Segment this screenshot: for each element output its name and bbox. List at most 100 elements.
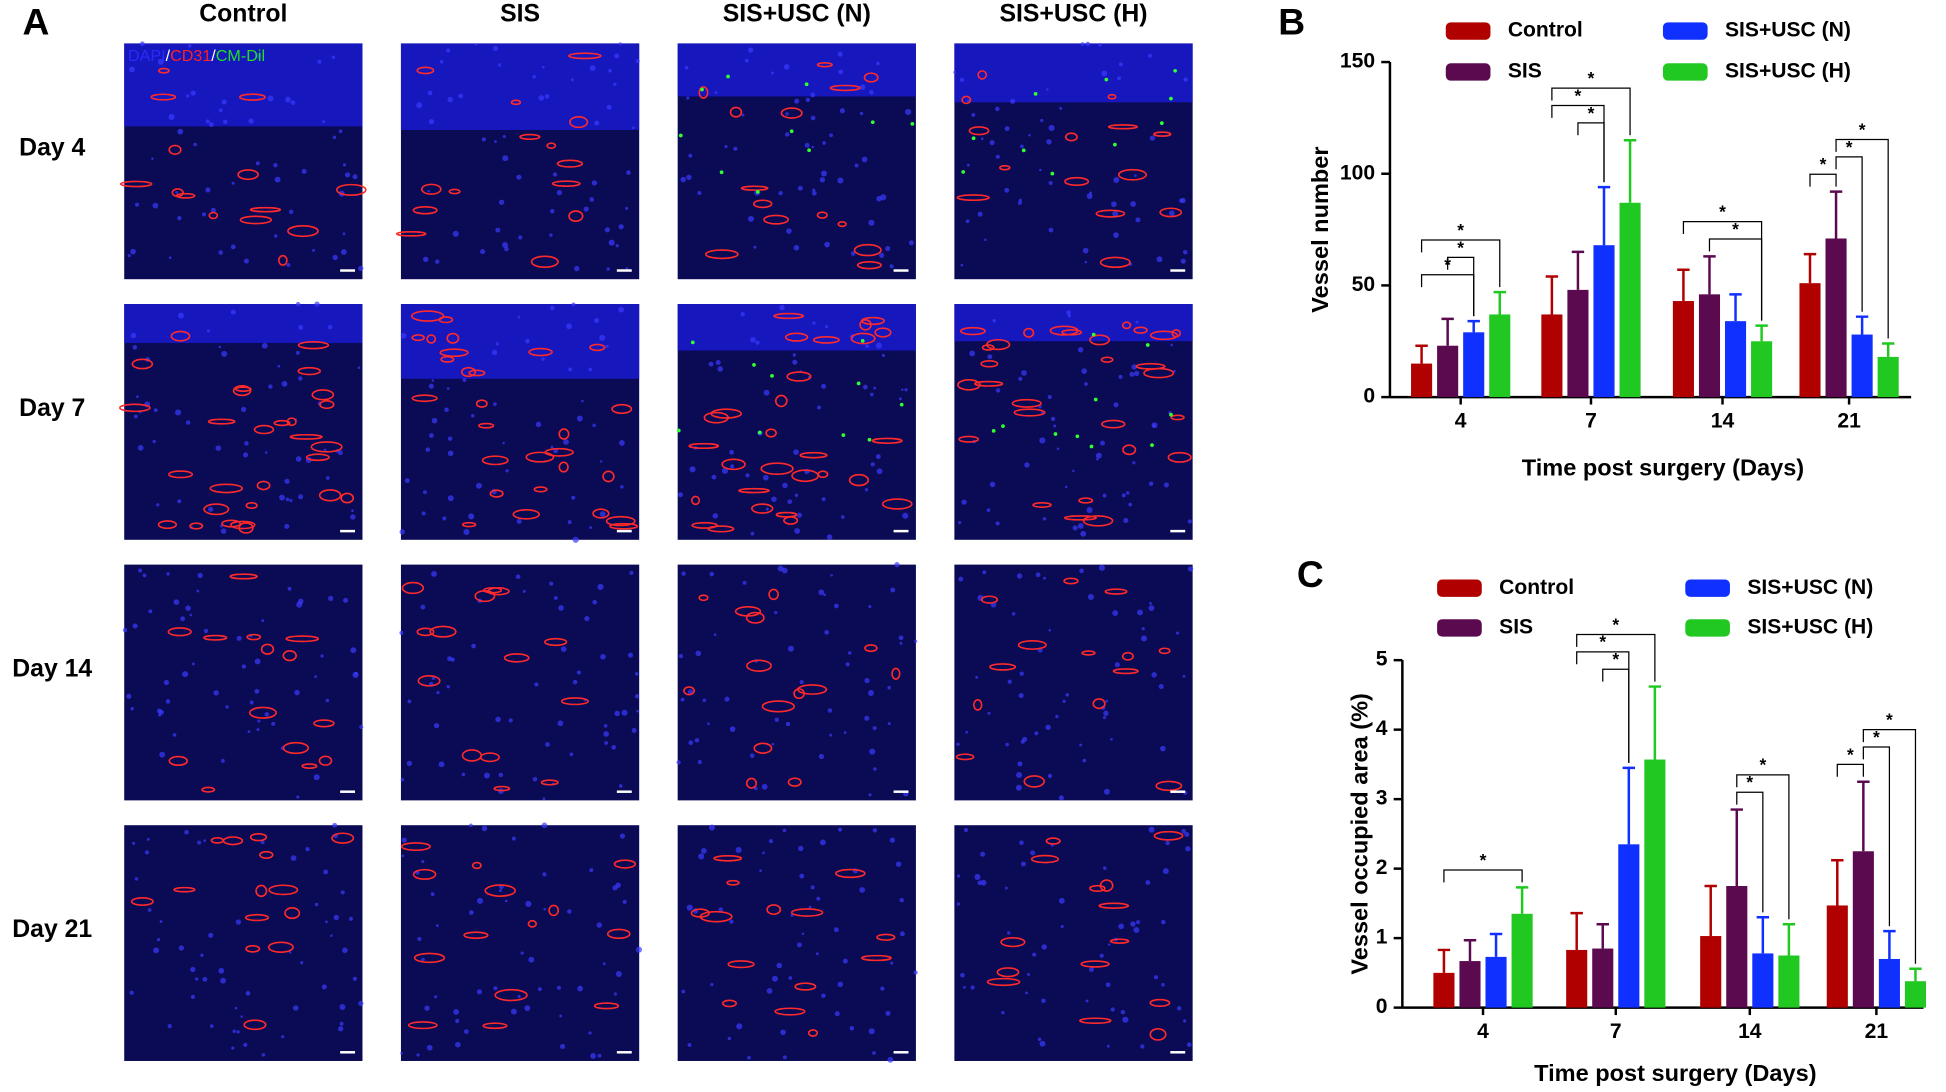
- nucleus: [167, 1023, 172, 1029]
- row-label: Day 7: [19, 395, 85, 422]
- nucleus: [618, 42, 622, 46]
- nucleus: [963, 827, 969, 833]
- significance-label: *: [1612, 614, 1619, 634]
- nucleus: [631, 727, 637, 733]
- nucleus: [864, 488, 869, 492]
- nucleus: [1175, 631, 1180, 635]
- nucleus: [603, 724, 608, 728]
- nucleus: [191, 662, 195, 666]
- vessel: [602, 470, 615, 483]
- nucleus: [427, 189, 431, 193]
- nucleus: [417, 936, 422, 942]
- nucleus: [1110, 737, 1113, 741]
- nucleus: [1113, 402, 1119, 408]
- significance-bracket: [1577, 122, 1605, 183]
- nucleus: [175, 191, 179, 195]
- vessel: [461, 749, 483, 762]
- nucleus: [859, 84, 866, 90]
- nucleus: [1118, 374, 1123, 379]
- nucleus: [822, 141, 826, 145]
- nucleus: [1035, 572, 1041, 578]
- legend-label: Control: [1499, 576, 1574, 599]
- significance-bracket: [1420, 274, 1475, 317]
- cell-label: [856, 381, 861, 386]
- nucleus: [1141, 627, 1145, 631]
- nucleus: [245, 991, 251, 996]
- nucleus: [1001, 1011, 1005, 1015]
- nucleus: [615, 244, 619, 248]
- nucleus: [748, 215, 754, 222]
- bar: [1851, 334, 1873, 398]
- vessel: [766, 904, 782, 916]
- nucleus: [869, 748, 876, 755]
- nucleus: [868, 1028, 875, 1035]
- nucleus: [524, 1005, 531, 1012]
- nucleus: [1182, 249, 1188, 255]
- nucleus: [156, 938, 161, 942]
- nucleus: [989, 481, 996, 488]
- nucleus: [592, 423, 596, 428]
- vessel: [157, 520, 178, 530]
- nucleus: [163, 679, 170, 686]
- nucleus: [995, 106, 1000, 112]
- nucleus: [1037, 1037, 1042, 1041]
- vessel: [318, 489, 342, 502]
- nucleus: [594, 317, 600, 324]
- nucleus: [220, 977, 227, 984]
- nucleus: [701, 848, 707, 854]
- nucleus: [698, 853, 705, 860]
- nucleus: [1185, 846, 1191, 852]
- vessel: [297, 366, 321, 376]
- vessel: [1155, 780, 1183, 792]
- nucleus: [1039, 168, 1042, 172]
- vessel: [221, 519, 242, 528]
- nucleus: [332, 135, 337, 140]
- vessel: [710, 408, 743, 419]
- vessel: [530, 255, 559, 269]
- legend-swatch: [1437, 619, 1482, 637]
- vessel: [208, 211, 219, 220]
- nucleus: [474, 43, 478, 46]
- nucleus: [446, 387, 450, 390]
- error-bar: [1623, 138, 1637, 203]
- nucleus: [960, 972, 965, 978]
- nucleus: [430, 892, 435, 897]
- nucleus: [298, 494, 304, 500]
- nucleus: [729, 449, 735, 455]
- legend-swatch: [1685, 579, 1730, 597]
- nucleus: [750, 336, 756, 343]
- nucleus: [1018, 693, 1024, 699]
- nucleus: [689, 466, 696, 473]
- nucleus: [244, 441, 249, 446]
- cell-label: [690, 340, 695, 345]
- nucleus: [1010, 98, 1016, 104]
- scale-bar: [1170, 790, 1186, 793]
- nucleus: [688, 153, 693, 158]
- nucleus: [493, 986, 498, 991]
- scale-bar: [1170, 529, 1186, 533]
- nucleus: [532, 776, 538, 782]
- legend-label: SIS+USC (H): [1747, 615, 1873, 638]
- nucleus: [339, 1021, 344, 1026]
- nucleus: [625, 206, 629, 211]
- nucleus: [462, 378, 467, 383]
- vessel: [207, 418, 236, 425]
- nucleus: [202, 976, 208, 982]
- nucleus: [1131, 364, 1137, 370]
- nucleus: [399, 529, 405, 535]
- nucleus: [603, 731, 609, 737]
- vessel: [980, 359, 999, 368]
- nucleus: [328, 595, 334, 601]
- nucleus: [357, 366, 361, 370]
- nucleus: [885, 246, 891, 252]
- vessel: [738, 487, 770, 494]
- nucleus: [1180, 197, 1186, 204]
- nucleus: [984, 238, 987, 242]
- nucleus: [697, 190, 702, 195]
- nucleus: [195, 977, 199, 981]
- nucleus: [1030, 850, 1036, 856]
- nucleus: [323, 869, 329, 875]
- nucleus: [678, 653, 684, 659]
- nucleus: [401, 854, 405, 858]
- cell-label: [867, 437, 872, 442]
